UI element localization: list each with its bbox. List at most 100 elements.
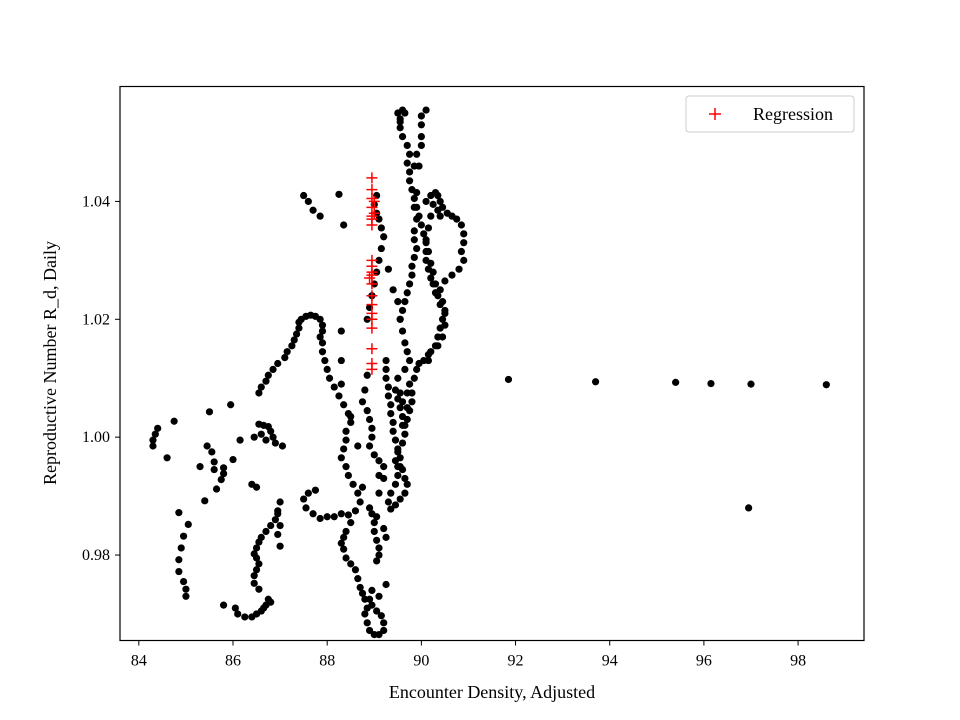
x-tick-label: 92 xyxy=(508,653,524,670)
data-point xyxy=(410,194,418,203)
data-point xyxy=(375,489,383,497)
data-point xyxy=(420,230,428,238)
data-point xyxy=(413,215,421,223)
data-point xyxy=(441,309,449,318)
data-point xyxy=(417,132,425,141)
data-point xyxy=(422,236,430,244)
data-point xyxy=(417,141,425,150)
data-point xyxy=(347,560,355,568)
data-point xyxy=(408,389,416,397)
data-point xyxy=(365,442,374,450)
data-point xyxy=(373,607,381,615)
data-point xyxy=(389,427,397,435)
data-point xyxy=(408,262,416,270)
data-point xyxy=(427,212,435,220)
data-point xyxy=(396,495,404,503)
legend-box xyxy=(685,95,855,133)
data-point xyxy=(288,342,296,350)
data-point xyxy=(274,530,282,539)
y-tick-label: 1.02 xyxy=(82,311,110,328)
data-point xyxy=(340,401,348,409)
data-point xyxy=(323,365,331,373)
data-point xyxy=(300,191,308,200)
data-point xyxy=(370,527,378,536)
data-point xyxy=(380,474,388,483)
x-tick-label: 88 xyxy=(319,653,335,670)
data-point xyxy=(429,268,437,276)
data-point xyxy=(203,442,211,450)
data-point xyxy=(398,306,407,315)
data-point xyxy=(436,286,444,294)
x-axis-title: Encounter Density, Adjusted xyxy=(389,682,595,702)
data-point xyxy=(347,412,355,421)
data-point xyxy=(255,560,263,568)
data-point xyxy=(335,190,343,198)
data-point xyxy=(212,485,221,493)
data-point xyxy=(257,430,265,438)
data-point xyxy=(434,191,442,200)
data-point xyxy=(368,601,376,609)
data-point xyxy=(391,501,400,509)
data-point xyxy=(405,168,414,176)
data-point xyxy=(434,292,442,300)
data-point xyxy=(410,227,418,235)
data-point xyxy=(318,348,327,356)
data-point xyxy=(304,489,312,497)
data-point xyxy=(337,327,345,335)
data-point xyxy=(229,455,237,464)
data-point xyxy=(403,404,411,412)
data-point xyxy=(340,545,348,553)
data-point xyxy=(276,521,284,530)
data-point xyxy=(398,132,407,141)
data-point xyxy=(271,439,279,447)
data-point xyxy=(375,551,383,559)
data-point xyxy=(377,224,385,232)
data-point xyxy=(401,474,409,483)
data-point xyxy=(252,566,261,574)
regression-point xyxy=(366,363,378,375)
x-tick-label: 86 xyxy=(225,653,241,670)
data-point xyxy=(387,489,395,497)
data-point xyxy=(300,495,308,503)
x-tick-label: 96 xyxy=(696,653,712,670)
data-point xyxy=(304,197,312,206)
data-point xyxy=(672,378,680,386)
data-point xyxy=(358,398,367,406)
data-point xyxy=(460,256,468,264)
data-point xyxy=(340,221,348,229)
data-point xyxy=(822,381,830,389)
data-point xyxy=(373,536,381,544)
data-point xyxy=(375,631,383,639)
data-point xyxy=(219,470,228,478)
data-point xyxy=(278,442,287,450)
data-point xyxy=(375,256,383,264)
regression-point xyxy=(368,195,380,207)
data-point xyxy=(363,407,371,415)
data-point xyxy=(398,398,407,406)
regression-point xyxy=(366,343,378,355)
data-point xyxy=(398,465,407,474)
data-point xyxy=(271,516,279,524)
data-point xyxy=(179,532,188,540)
data-point xyxy=(380,463,388,471)
data-point xyxy=(292,330,301,338)
data-point xyxy=(276,498,284,506)
data-point xyxy=(257,383,265,391)
legend-label-regression: Regression xyxy=(753,104,833,124)
data-point xyxy=(250,572,258,580)
data-point xyxy=(427,348,435,356)
data-point xyxy=(436,212,444,220)
data-point xyxy=(351,566,360,574)
data-point xyxy=(394,448,402,456)
y-tick-label: 0.98 xyxy=(82,547,110,564)
data-point xyxy=(274,359,282,368)
data-point xyxy=(361,386,369,394)
data-point xyxy=(250,550,258,558)
data-point xyxy=(316,212,324,220)
data-point xyxy=(387,505,395,513)
data-point xyxy=(358,483,367,491)
data-point xyxy=(396,315,404,323)
data-point xyxy=(170,417,178,425)
data-point xyxy=(311,486,320,494)
data-point xyxy=(707,379,715,388)
